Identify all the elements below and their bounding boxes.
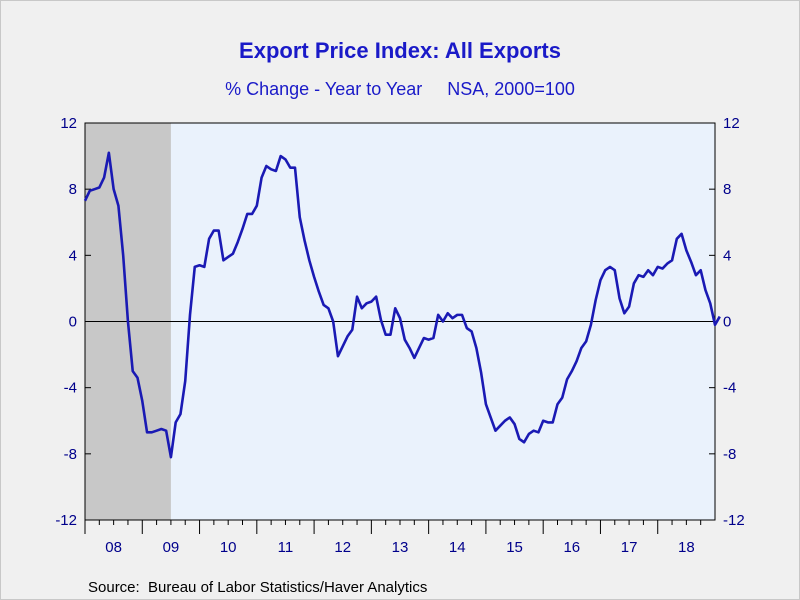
y-tick-label-right: 8 — [723, 181, 731, 198]
x-tick-label: 09 — [163, 539, 180, 556]
x-tick-label: 10 — [220, 539, 237, 556]
chart-title: Export Price Index: All Exports — [239, 38, 561, 63]
y-tick-label-left: 4 — [69, 247, 77, 264]
x-tick-label: 18 — [678, 539, 695, 556]
y-tick-label-right: 4 — [723, 247, 731, 264]
y-tick-label-right: 12 — [723, 115, 740, 132]
x-tick-label: 13 — [392, 539, 409, 556]
y-tick-label-left: -4 — [64, 380, 77, 397]
y-tick-label-left: 8 — [69, 181, 77, 198]
x-tick-label: 14 — [449, 539, 466, 556]
x-tick-label: 08 — [105, 539, 122, 556]
x-tick-label: 11 — [278, 539, 294, 556]
y-tick-label-right: -8 — [723, 446, 736, 463]
y-tick-label-right: -12 — [723, 512, 745, 529]
y-tick-label-right: 0 — [723, 314, 731, 331]
y-tick-label-left: 12 — [60, 115, 77, 132]
series-line — [83, 151, 721, 459]
y-tick-label-right: -4 — [723, 380, 736, 397]
x-tick-label: 15 — [506, 539, 523, 556]
y-tick-label-left: -8 — [64, 446, 77, 463]
y-tick-label-left: -12 — [55, 512, 77, 529]
x-tick-label: 16 — [563, 539, 580, 556]
chart-subtitle: % Change - Year to Year NSA, 2000=100 — [225, 79, 575, 99]
y-tick-label-left: 0 — [69, 314, 77, 331]
x-tick-label: 12 — [334, 539, 351, 556]
source-note: Source: Bureau of Labor Statistics/Haver… — [88, 579, 428, 596]
x-tick-label: 17 — [621, 539, 638, 556]
